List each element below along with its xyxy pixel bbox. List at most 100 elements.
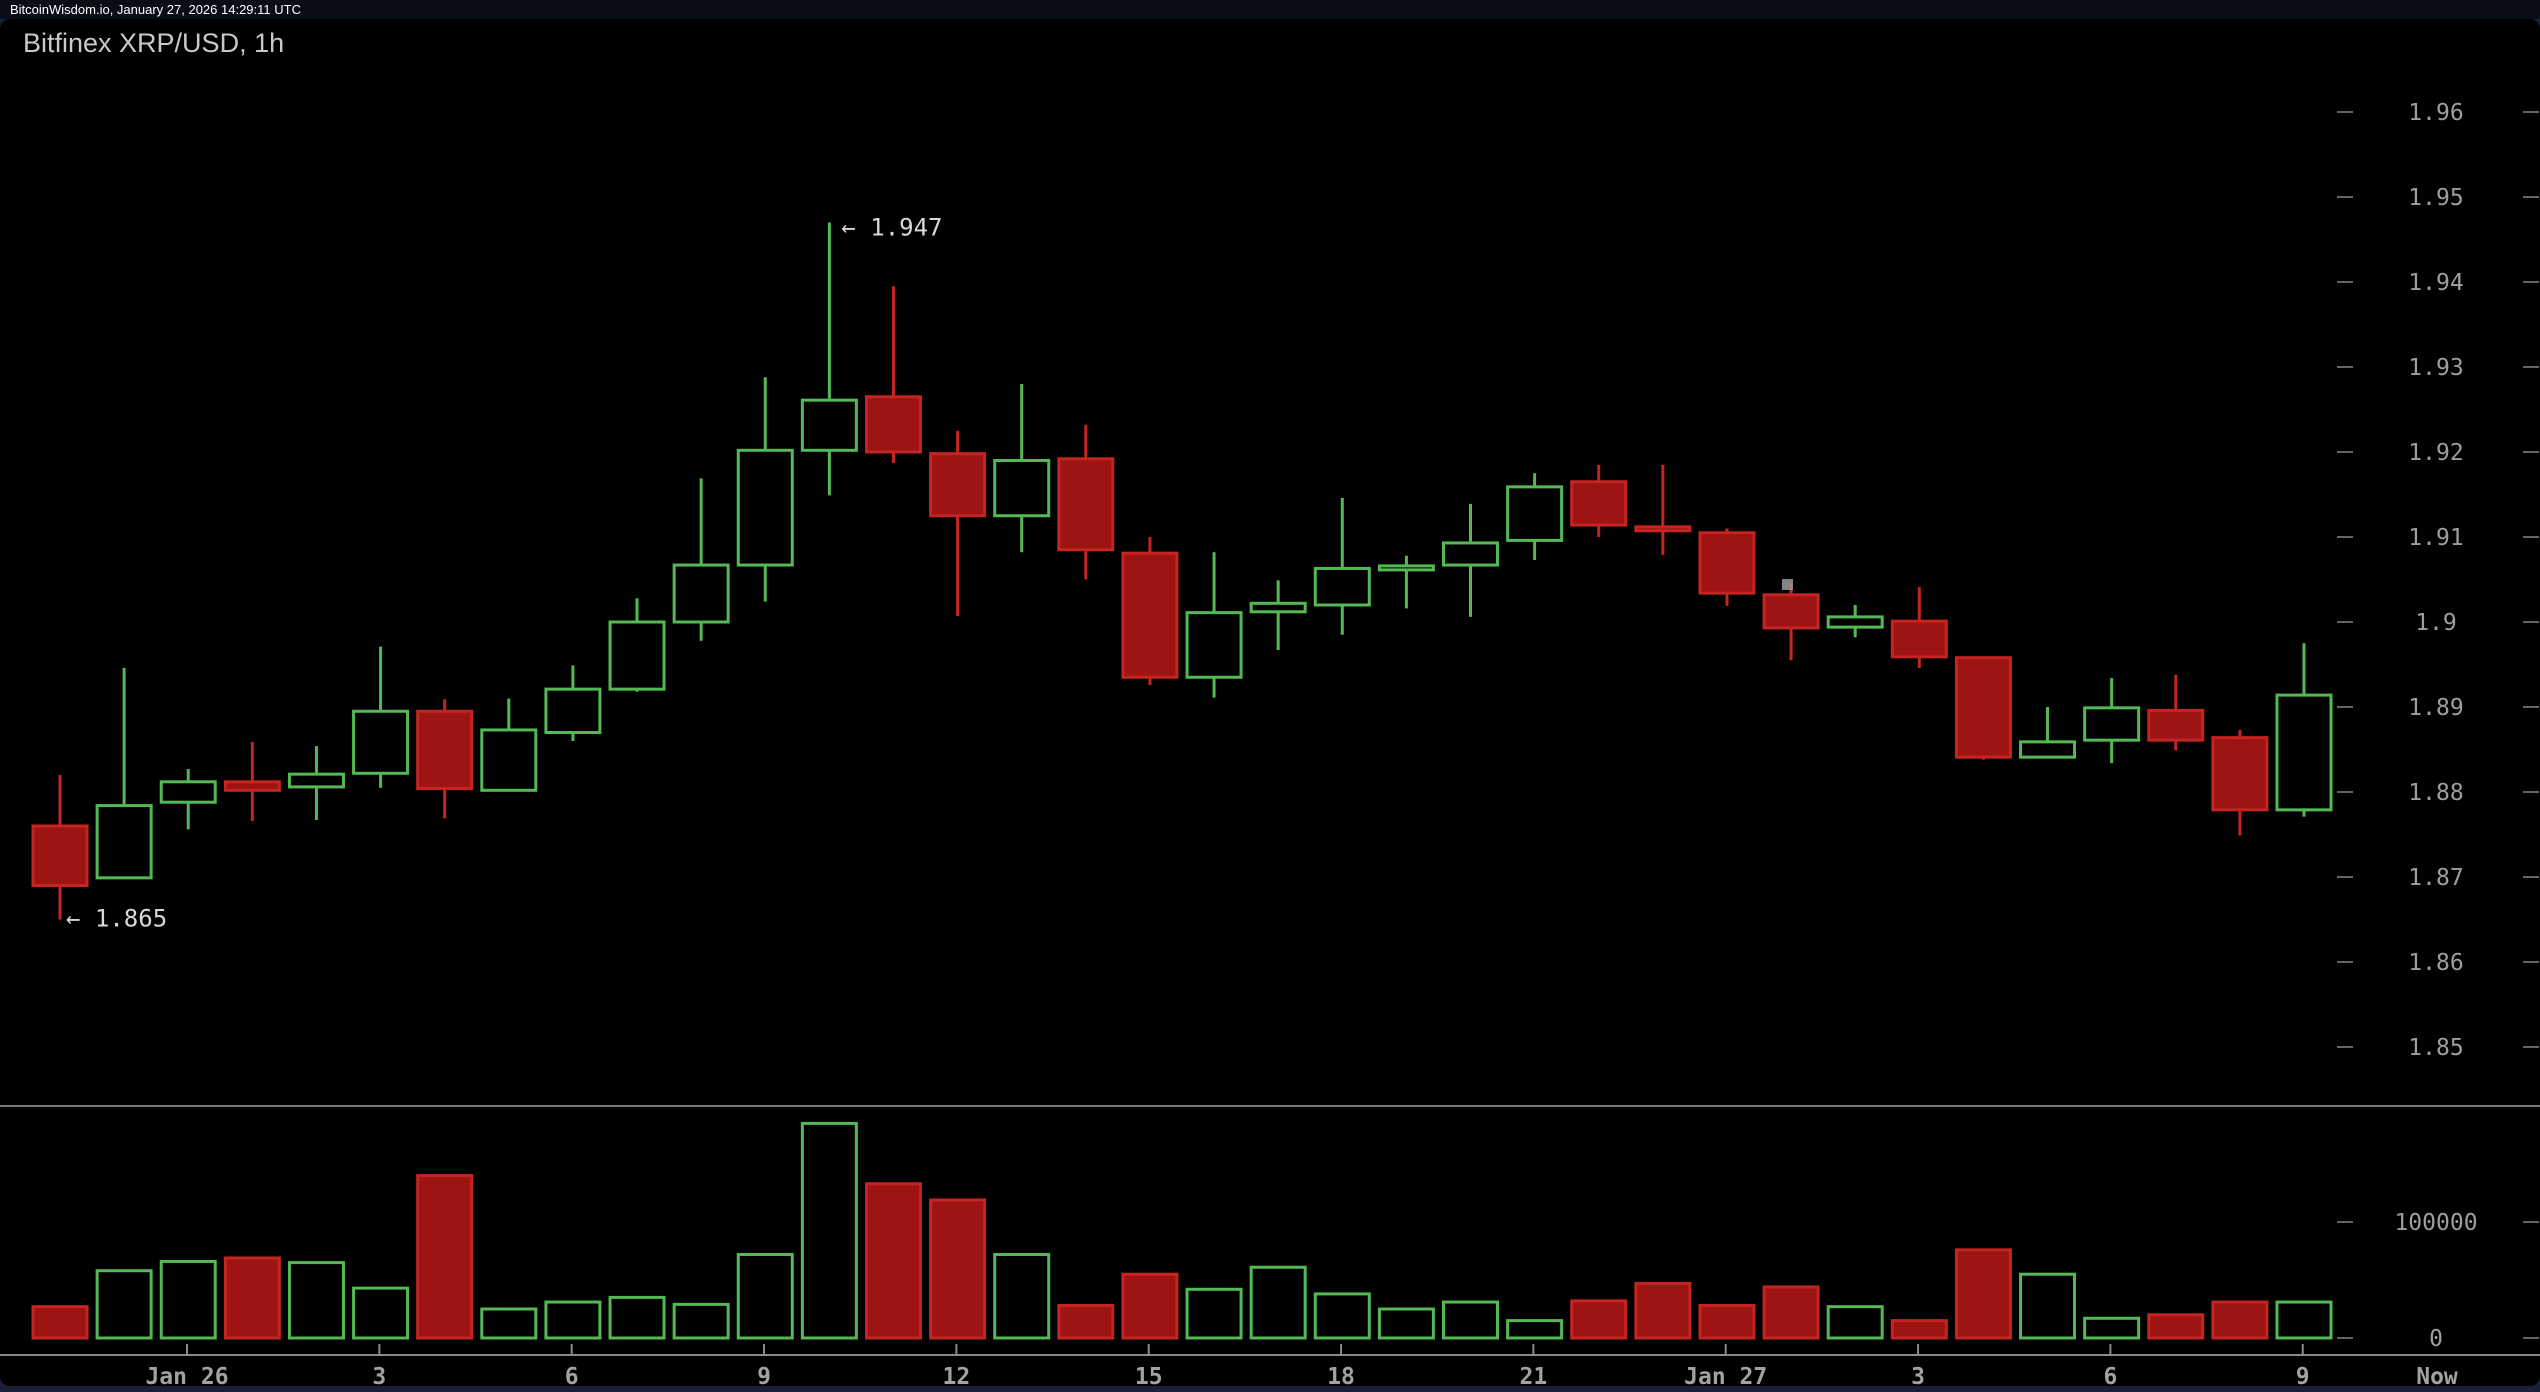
status-bar-text: BitcoinWisdom.io, January 27, 2026 14:29… (10, 2, 301, 17)
price-tick-label: 1.87 (2408, 865, 2463, 891)
candle-body (864, 395, 922, 454)
volume-bar (416, 1174, 474, 1340)
candle-body (2019, 740, 2077, 759)
volume-bar (1057, 1304, 1115, 1340)
candle-body (993, 459, 1051, 518)
price-tick-label: 1.86 (2408, 950, 2463, 976)
volume-bar (1570, 1299, 1628, 1340)
volume-bar (1121, 1272, 1179, 1340)
candle-body (2083, 706, 2141, 742)
time-tick-label: 6 (2103, 1364, 2117, 1390)
volume-bar (1313, 1292, 1371, 1340)
volume-bar (159, 1259, 217, 1340)
candle-body (1506, 485, 1564, 542)
candle-body (1890, 619, 1948, 659)
candle-body (929, 452, 987, 518)
price-tick-label: 1.95 (2408, 185, 2463, 211)
time-tick-label: 9 (2296, 1364, 2310, 1390)
candle-body (1698, 531, 1756, 595)
status-bar: BitcoinWisdom.io, January 27, 2026 14:29… (0, 0, 2540, 19)
candles-layer (31, 222, 2333, 920)
candle-body (800, 398, 858, 452)
candle-body (223, 780, 281, 792)
volume-bar (287, 1261, 345, 1340)
volume-bar (2083, 1316, 2141, 1340)
price-axis: 1.96 1.95 1.94 1.93 1.92 1.91 1.9 1.89 1.88 1.87 1… (2337, 100, 2539, 1061)
candle-body (1762, 593, 1820, 630)
volume-bar (1442, 1300, 1500, 1340)
price-tick-label: 1.94 (2408, 270, 2463, 296)
candle-body (1185, 611, 1243, 679)
volume-bar (1826, 1305, 1884, 1340)
volume-bar (95, 1269, 153, 1340)
volume-bar (1890, 1319, 1948, 1340)
volume-bar (544, 1300, 602, 1340)
volume-bar (2275, 1300, 2333, 1340)
candle-body (31, 824, 89, 887)
candle-body (159, 780, 217, 804)
volume-bar (736, 1252, 794, 1340)
low-price-annotation: ← 1.865 (66, 905, 167, 933)
candle-body (1121, 551, 1179, 679)
time-tick-label: Jan 26 (145, 1364, 228, 1390)
price-tick-label: 1.85 (2408, 1035, 2463, 1061)
candle-body (1826, 615, 1884, 629)
price-tick-label: 1.93 (2408, 355, 2463, 381)
volume-bar (1249, 1265, 1307, 1340)
candle-body (287, 772, 345, 789)
candle-body (1377, 564, 1435, 572)
time-axis: Jan 26 3 6 9 12 15 18 21 Jan 27 3 6 9 Now (145, 1344, 2458, 1390)
high-price-annotation: ← 1.947 (841, 214, 942, 242)
volume-bar (929, 1198, 987, 1340)
time-tick-label: 3 (372, 1364, 386, 1390)
candle-body (1313, 566, 1371, 607)
volume-bar (1954, 1248, 2012, 1340)
candle-body (672, 563, 730, 624)
candle-body (1442, 541, 1500, 567)
candle-body (2275, 693, 2333, 812)
chart-title: Bitfinex XRP/USD, 1h (23, 28, 285, 58)
volume-bar (1185, 1287, 1243, 1340)
time-tick-label: 3 (1911, 1364, 1925, 1390)
time-tick-label: 12 (943, 1364, 971, 1390)
volume-bar (223, 1256, 281, 1340)
volume-bar (672, 1302, 730, 1340)
price-tick-label: 1.89 (2408, 695, 2463, 721)
candle-body (95, 804, 153, 880)
price-tick-label: 1.88 (2408, 780, 2463, 806)
volume-bar (993, 1252, 1051, 1340)
candle-body (1249, 601, 1307, 614)
volume-bar (608, 1295, 666, 1340)
candle-body (1634, 525, 1692, 533)
volume-layer (31, 1121, 2333, 1340)
volume-bar (352, 1286, 410, 1340)
time-now-label: Now (2416, 1364, 2458, 1390)
volume-bar (800, 1121, 858, 1340)
candle-body (1954, 656, 2012, 759)
candle-body (736, 448, 794, 567)
time-tick-label: 18 (1327, 1364, 1355, 1390)
volume-bar (1634, 1281, 1692, 1340)
chart-container: Bitfinex XRP/USD, 1h 1.96 1.95 1.94 1.93 1.9… (0, 19, 2540, 1390)
candle-body (2147, 708, 2205, 742)
mouse-cursor (1782, 579, 1793, 590)
candle-body (416, 709, 474, 791)
volume-bar (1506, 1319, 1564, 1340)
volume-bar (1377, 1307, 1435, 1340)
candle-body (2211, 736, 2269, 812)
time-tick-label: 9 (757, 1364, 771, 1390)
time-tick-label: 21 (1520, 1364, 1548, 1390)
time-tick-label: 15 (1135, 1364, 1163, 1390)
volume-bar (864, 1182, 922, 1340)
candle-body (480, 728, 538, 792)
volume-bar (1762, 1285, 1820, 1340)
price-tick-label: 1.92 (2408, 440, 2463, 466)
volume-bar (2211, 1300, 2269, 1340)
volume-axis: 100000 0 (2337, 1210, 2539, 1352)
price-tick-label: 1.96 (2408, 100, 2463, 126)
volume-bar (480, 1307, 538, 1340)
candle-body (352, 709, 410, 775)
price-tick-label: 1.9 (2415, 610, 2457, 636)
time-tick-label: Jan 27 (1684, 1364, 1767, 1390)
